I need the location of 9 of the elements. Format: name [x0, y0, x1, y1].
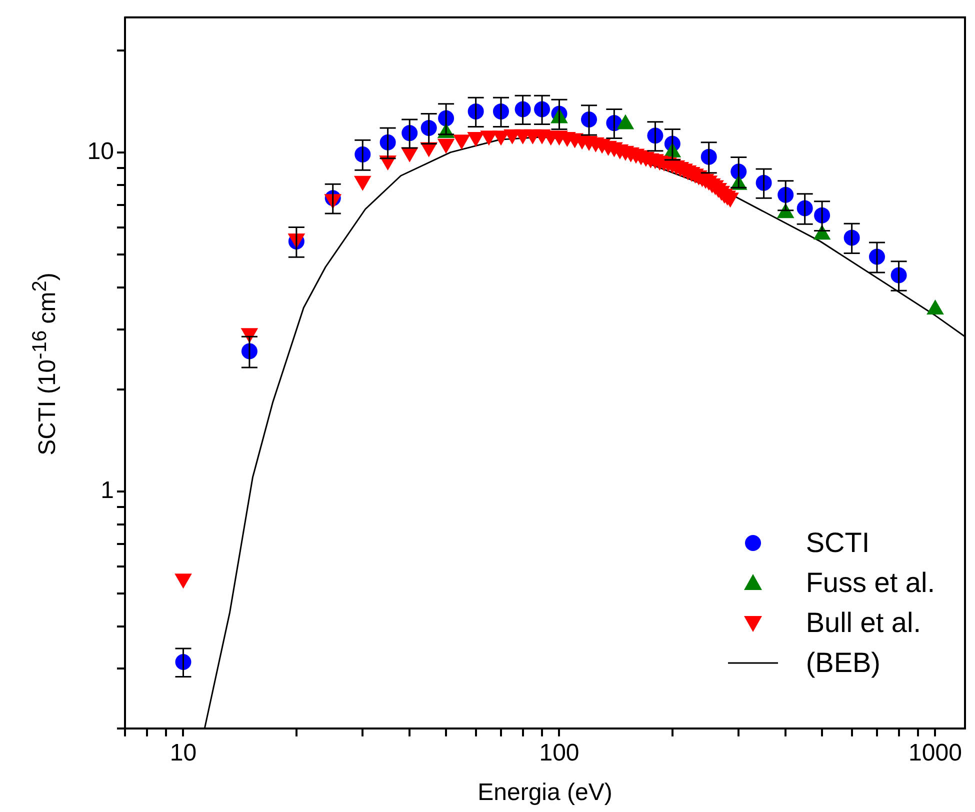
y-tick-label: 1 — [100, 477, 114, 504]
legend-label: Bull et al. — [806, 607, 921, 639]
x-tick-label: 100 — [539, 739, 580, 766]
legend-label: Fuss et al. — [806, 567, 935, 599]
legend-label: (BEB) — [806, 647, 881, 679]
x-axis-title: Energia (eV) — [478, 779, 612, 806]
x-tick-label: 1000 — [908, 739, 962, 766]
legend-label: SCTI — [806, 527, 870, 559]
x-tick-label: 10 — [170, 739, 197, 766]
